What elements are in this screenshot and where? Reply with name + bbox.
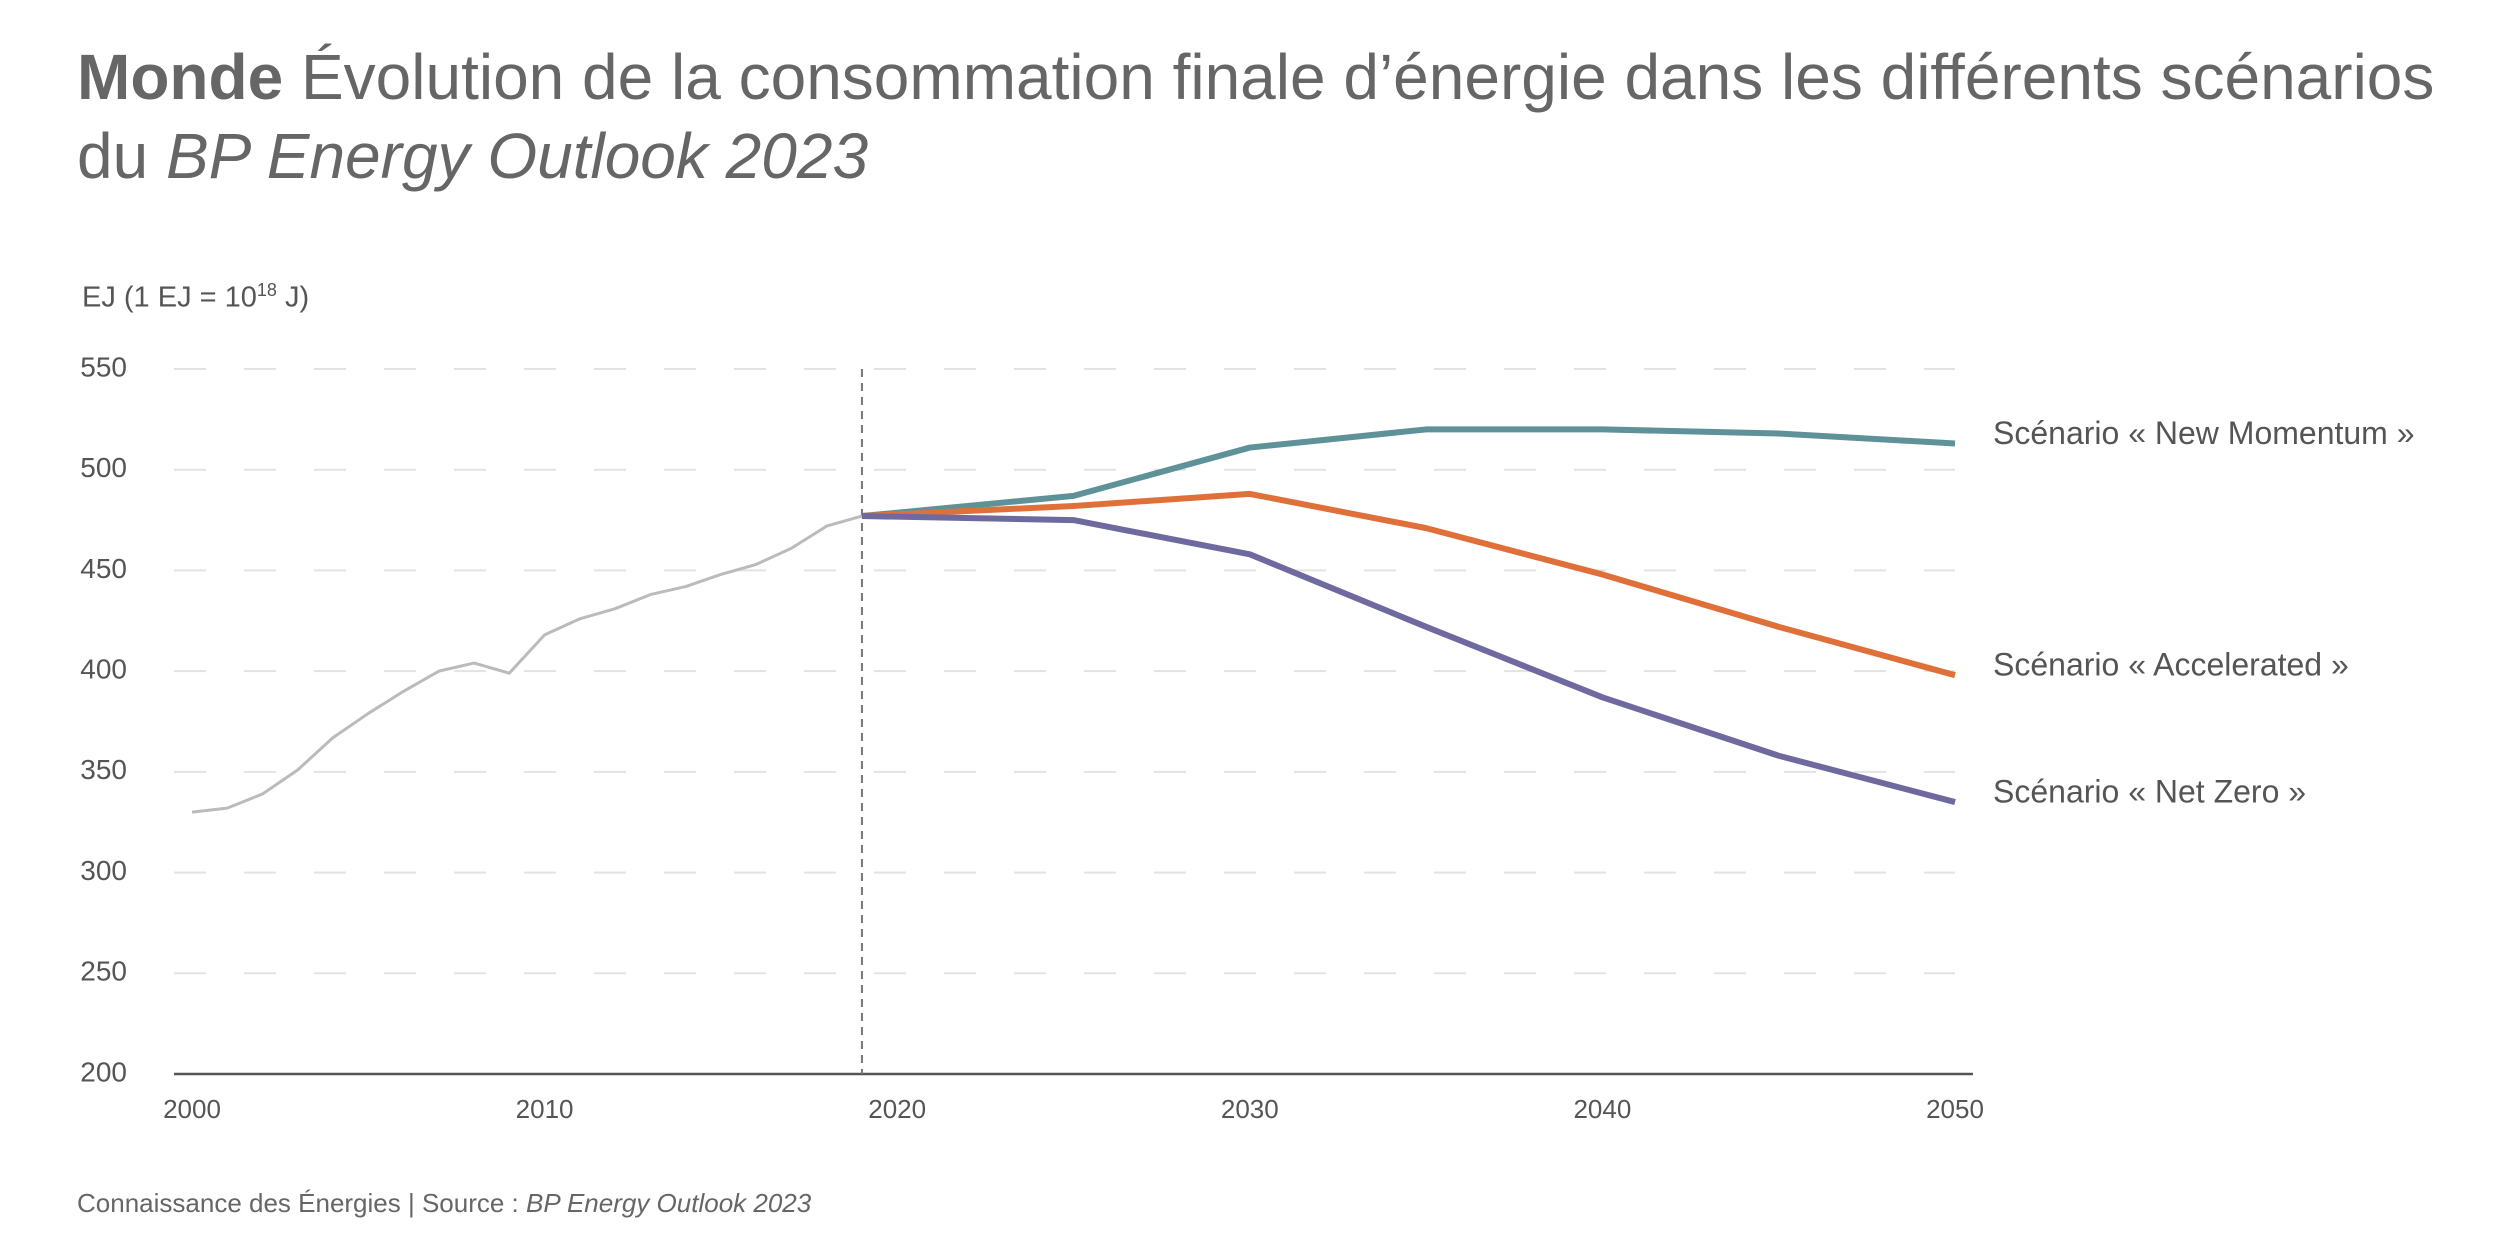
x-tick-label: 2050 [1926,1094,1984,1124]
y-tick-label: 550 [80,351,127,382]
title-text: Évolution de la consommation finale d’én… [77,41,2435,192]
footer-text: Connaissance des Énergies | Source : [77,1188,527,1218]
x-tick-label: 2010 [516,1094,574,1124]
x-tick-label: 2020 [868,1094,926,1124]
unit-text: EJ (1 EJ = 10 [82,281,257,314]
chart-title: Monde Évolution de la consommation final… [77,38,2457,196]
footer: Connaissance des Énergies | Source : BP … [77,1188,811,1219]
x-tick-label: 2040 [1573,1094,1631,1124]
series-label: Scénario « New Momentum » [1993,415,2415,451]
title-italic: BP Energy Outlook 2023 [165,120,869,192]
y-tick-label: 450 [80,553,127,584]
unit-superscript: 18 [256,280,277,300]
y-tick-label: 200 [80,1056,127,1087]
series-line [861,513,1956,805]
series-line [191,514,863,814]
y-tick-label: 350 [80,754,127,785]
y-axis-label: EJ (1 EJ = 1018 J) [82,280,309,315]
title-bold: Monde [77,41,284,113]
x-tick-label: 2000 [163,1094,221,1124]
x-tick-label: 2030 [1221,1094,1279,1124]
y-tick-label: 500 [80,452,127,483]
series-label: Scénario « Accelerated » [1993,647,2349,683]
footer-italic: BP Energy Outlook 2023 [526,1188,812,1218]
y-tick-label: 400 [80,654,127,685]
y-tick-label: 300 [80,855,127,886]
series-label: Scénario « Net Zero » [1993,774,2306,810]
unit-suffix: J) [276,281,310,314]
series-line [861,490,1956,679]
series-line [861,426,1956,520]
y-tick-label: 250 [80,956,127,987]
